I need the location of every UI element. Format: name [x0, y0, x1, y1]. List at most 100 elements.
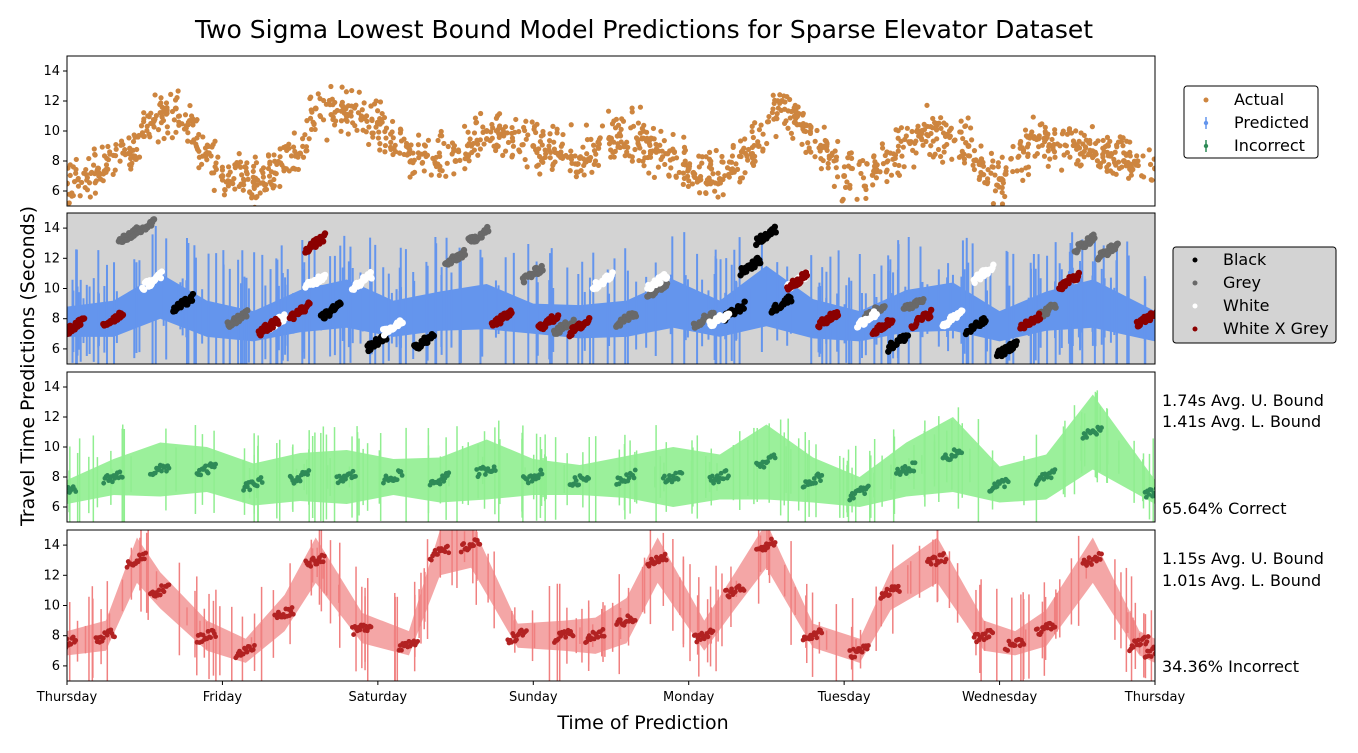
actual-cloud-point [90, 162, 97, 168]
class-point-white-x-grey [554, 312, 562, 319]
actual-cloud-point [546, 138, 553, 144]
legend-marker [1192, 280, 1198, 286]
correct-point [1148, 487, 1154, 493]
actual-cloud-point [560, 131, 566, 138]
actual-cloud-point [831, 183, 837, 190]
actual-cloud-point [751, 142, 757, 149]
actual-cloud-point [584, 136, 591, 143]
incorrect-point [208, 635, 214, 640]
annotation-text: 1.01s Avg. L. Bound [1162, 571, 1321, 590]
actual-cloud-point [379, 110, 385, 117]
actual-cloud-point [872, 167, 878, 173]
actual-cloud-point [163, 100, 170, 106]
actual-cloud-point [433, 163, 440, 170]
actual-cloud-point [613, 116, 619, 122]
actual-cloud-point [1124, 138, 1130, 144]
actual-cloud-point [550, 161, 556, 167]
actual-cloud-point [1113, 162, 1119, 168]
actual-cloud-point [1116, 165, 1123, 172]
actual-cloud-point [706, 164, 713, 170]
actual-cloud-point [1002, 193, 1008, 200]
actual-cloud-point [438, 128, 444, 135]
actual-cloud-point [990, 201, 997, 206]
actual-cloud-point [943, 122, 949, 128]
actual-cloud-point [909, 128, 915, 135]
actual-cloud-point [204, 157, 210, 163]
y-tick-label: 12 [43, 410, 60, 425]
actual-cloud-point [818, 166, 824, 172]
class-point-black [757, 259, 764, 267]
actual-cloud-point [352, 123, 358, 129]
class-point-black [741, 298, 748, 305]
actual-cloud-point [764, 140, 770, 147]
actual-cloud-point [819, 145, 825, 151]
class-point-grey [570, 316, 577, 323]
actual-cloud-point [673, 174, 679, 180]
actual-cloud-point [807, 130, 814, 137]
actual-cloud-point [200, 134, 206, 140]
actual-cloud-point [869, 172, 875, 178]
class-point-black [430, 332, 438, 340]
panel-classes: 6 8 10 12 14 [43, 212, 1156, 365]
actual-cloud-point [1064, 131, 1071, 137]
actual-cloud-point [752, 120, 758, 126]
actual-cloud-point [790, 135, 796, 141]
actual-cloud-point [898, 125, 905, 131]
incorrect-point [710, 628, 716, 634]
correct-point [1146, 491, 1152, 497]
actual-cloud-point [172, 97, 179, 103]
annotation-text: 1.74s Avg. U. Bound [1162, 391, 1324, 410]
legend-marker [1203, 143, 1209, 149]
incorrect-point [58, 645, 63, 650]
actual-cloud-point [416, 155, 422, 161]
incorrect-point [320, 559, 326, 565]
actual-cloud-point [584, 151, 590, 157]
correct-point [862, 491, 868, 497]
class-point-white-x-grey [1153, 309, 1155, 315]
incorrect-point [1159, 647, 1164, 652]
incorrect-point [445, 543, 450, 549]
correct-point [1159, 487, 1164, 492]
incorrect-point [1155, 651, 1160, 656]
actual-cloud-point [801, 128, 807, 134]
actual-cloud-point [473, 120, 479, 126]
actual-cloud-point [995, 160, 1001, 166]
actual-cloud-point [112, 167, 118, 173]
actual-cloud-point [99, 144, 105, 150]
actual-cloud-point [330, 102, 336, 108]
actual-cloud-point [251, 183, 257, 190]
actual-cloud-point [155, 139, 161, 145]
actual-cloud-point [971, 166, 978, 173]
actual-cloud-point [720, 159, 726, 165]
actual-cloud-point [745, 146, 752, 153]
actual-cloud-point [647, 151, 654, 157]
actual-cloud-point [985, 167, 991, 173]
actual-cloud-point [185, 138, 191, 144]
actual-cloud-point [189, 139, 195, 145]
actual-cloud-point [103, 169, 109, 175]
correct-point [902, 464, 908, 469]
actual-cloud-point [308, 94, 314, 100]
actual-cloud-point [854, 196, 860, 202]
incorrect-point [62, 645, 67, 650]
annotations: 1.74s Avg. U. Bound 1.41s Avg. L. Bound 65… [1162, 391, 1324, 676]
incorrect-point [287, 613, 292, 618]
class-point-grey [243, 313, 250, 320]
legend-marker [1192, 257, 1198, 263]
actual-cloud-point [581, 172, 587, 178]
actual-cloud-point [575, 169, 581, 175]
actual-cloud-point [791, 105, 797, 111]
actual-cloud-point [694, 179, 700, 185]
actual-point [67, 180, 70, 187]
actual-cloud-point [849, 165, 856, 172]
actual-cloud-point [555, 152, 562, 158]
incorrect-point [1099, 551, 1104, 557]
actual-cloud-point [1075, 158, 1081, 164]
actual-cloud-point [304, 148, 310, 154]
actual-cloud-point [1017, 141, 1023, 147]
actual-cloud-point [262, 187, 268, 193]
incorrect-point [986, 634, 992, 640]
panel-frame [66, 529, 1156, 682]
actual-cloud-point [847, 185, 853, 191]
correct-point [673, 470, 679, 476]
